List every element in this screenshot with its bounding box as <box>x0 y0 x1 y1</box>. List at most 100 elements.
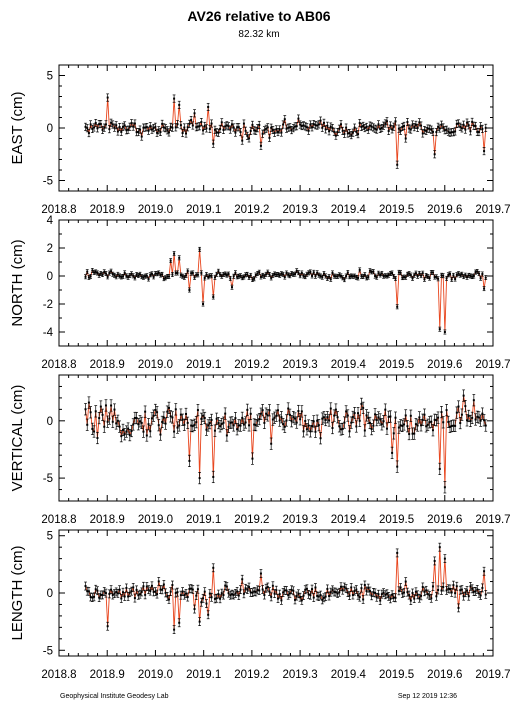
data-point <box>441 273 445 279</box>
data-point <box>198 246 202 252</box>
data-point <box>458 272 462 278</box>
data-point <box>370 122 374 131</box>
data-point <box>153 403 157 417</box>
data-point <box>223 581 227 590</box>
data-point <box>152 409 156 422</box>
data-point <box>240 136 244 145</box>
data-point <box>368 121 372 130</box>
data-point <box>222 271 225 277</box>
data-point <box>288 273 292 279</box>
data-point <box>124 126 128 135</box>
data-point <box>394 275 397 281</box>
series-line <box>85 547 487 630</box>
data-point <box>135 272 139 278</box>
data-point <box>181 273 185 279</box>
data-point <box>479 591 483 600</box>
panel-3: 2018.8 2018.9 2019.0 2019.1 2019.2 2019.3 2019… <box>9 374 511 526</box>
data-point <box>407 590 411 600</box>
data-point <box>310 273 314 279</box>
data-point <box>225 429 229 442</box>
data-point <box>314 583 317 592</box>
data-point <box>210 413 213 427</box>
data-point <box>271 413 275 426</box>
data-point <box>232 273 236 279</box>
data-point <box>388 594 392 604</box>
data-point <box>484 590 488 599</box>
data-point <box>201 593 205 603</box>
data-point <box>331 270 334 276</box>
data-point <box>431 424 435 437</box>
data-point <box>159 428 162 441</box>
data-point <box>118 420 121 433</box>
data-point <box>165 126 169 135</box>
data-point <box>208 124 212 133</box>
data-point <box>235 274 239 280</box>
data-point <box>322 118 326 127</box>
data-point <box>394 411 397 424</box>
data-point <box>169 122 173 131</box>
data-point <box>121 423 125 437</box>
y-tick-label: 2 <box>47 243 53 255</box>
data-point <box>400 122 404 131</box>
data-point <box>360 122 363 131</box>
data-point <box>310 584 314 594</box>
data-point <box>302 425 305 438</box>
data-point <box>371 588 375 597</box>
x-tick-label: 2019.7 <box>475 359 510 371</box>
data-point <box>472 394 476 407</box>
data-point <box>244 126 248 135</box>
data-point <box>279 411 283 424</box>
data-point <box>94 269 98 275</box>
data-point <box>249 407 253 420</box>
data-point <box>269 123 273 132</box>
y-tick-label: -2 <box>43 299 53 311</box>
data-point <box>353 123 357 132</box>
data-point <box>426 589 430 599</box>
data-point <box>245 403 249 416</box>
data-point <box>261 272 265 278</box>
data-point <box>210 119 213 128</box>
x-tick-label: 2019.4 <box>331 514 367 526</box>
data-point <box>482 147 486 156</box>
data-point <box>218 594 222 604</box>
data-point <box>315 414 319 427</box>
data-point <box>189 584 193 593</box>
data-point <box>104 588 108 598</box>
data-point <box>205 599 208 608</box>
data-point <box>336 411 339 424</box>
data-point <box>285 270 288 276</box>
data-point <box>385 273 389 279</box>
x-tick-label: 2019.5 <box>379 669 414 681</box>
data-point <box>266 123 270 132</box>
data-point <box>371 123 375 132</box>
data-point <box>89 592 93 602</box>
data-point <box>245 585 249 594</box>
data-point <box>399 270 403 276</box>
data-point <box>201 301 205 307</box>
data-point <box>358 267 362 273</box>
data-point <box>434 128 438 137</box>
data-point <box>445 586 448 595</box>
data-point <box>211 470 215 484</box>
data-point <box>419 121 423 130</box>
data-point <box>465 118 469 127</box>
data-point <box>177 255 181 261</box>
data-point <box>113 403 116 416</box>
x-tick-label: 2019.3 <box>283 514 318 526</box>
data-point <box>448 420 452 433</box>
data-point <box>188 119 191 128</box>
data-point <box>182 590 186 600</box>
data-point <box>239 128 242 137</box>
data-point <box>329 402 333 415</box>
data-point <box>315 591 319 601</box>
x-tick-label: 2019.4 <box>331 359 367 371</box>
data-point <box>133 119 137 128</box>
data-point <box>375 414 379 427</box>
data-point <box>206 274 210 280</box>
data-point <box>189 419 193 432</box>
data-point <box>361 401 365 414</box>
x-tick-label: 2019.1 <box>186 359 221 371</box>
data-point <box>467 121 471 130</box>
data-point <box>320 595 324 605</box>
